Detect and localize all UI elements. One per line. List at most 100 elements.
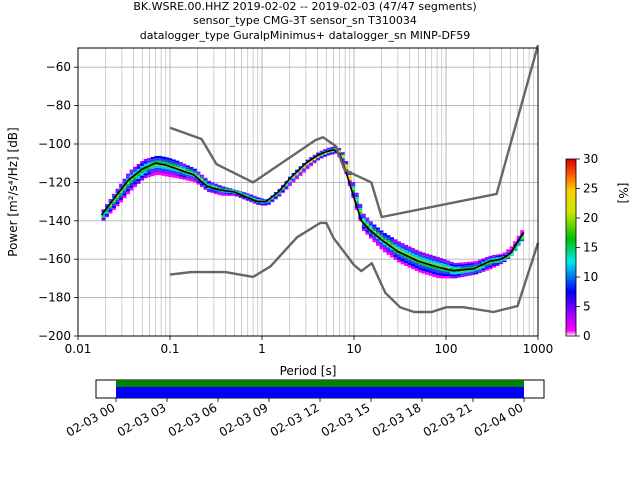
density-cell [414,257,419,261]
density-cell [136,168,141,172]
density-cell [386,250,391,253]
density-cell [175,169,180,172]
density-cell [499,253,504,256]
density-cell [351,188,356,191]
density-cell [460,273,465,276]
density-cell [492,266,496,268]
density-cell [323,153,328,155]
density-cell [242,198,247,200]
density-cell [252,196,257,198]
density-cell [382,247,387,251]
density-cell [404,258,409,261]
density-cell [175,160,180,163]
density-cell [442,268,447,272]
density-cell [133,166,138,170]
density-cell [442,264,447,267]
density-cell [252,195,257,197]
density-cell [446,267,451,270]
density-cell [245,194,250,196]
density-cell [400,259,405,262]
density-cell [516,235,521,238]
density-cell [470,264,475,267]
density-cell [446,262,451,266]
density-cell [185,167,190,170]
density-cell [326,151,331,153]
density-cell [133,169,138,172]
density-cell [192,170,197,173]
density-cell [421,252,426,256]
density-cell [164,159,169,163]
x-tick-label: 0.1 [160,342,179,356]
density-cell [133,176,138,180]
density-cell [467,272,472,274]
density-cell [333,151,338,153]
density-cell [168,162,173,166]
density-cell [453,274,458,277]
density-cell [474,262,479,265]
density-cell [393,239,398,242]
density-cell [411,256,416,259]
density-cell [263,202,268,204]
density-cell [516,242,521,244]
density-cell [228,192,233,194]
density-cell [168,174,173,178]
density-cell [266,200,271,202]
density-cell [407,259,412,263]
density-cell [105,215,109,218]
density-cell [203,182,208,184]
density-cell [414,252,419,256]
y-tick-label: −200 [38,329,71,343]
density-cell [196,176,201,179]
density-cell [428,270,433,274]
density-cell [467,270,472,273]
density-cell [478,266,482,268]
density-cell [305,163,310,165]
density-cell [210,183,215,185]
density-cell [252,201,257,203]
density-cell [175,171,180,174]
density-cell [397,254,401,258]
density-cell [214,183,219,185]
y-axis-ticks: −60 −80 −100 −120 −140 −160 −180 −200 [38,60,78,343]
density-cell [235,194,240,196]
density-cell [319,156,324,158]
density-cell [266,203,271,205]
density-cell [337,148,342,150]
density-cell [171,173,176,176]
density-cell [474,269,479,271]
density-cell [502,260,507,262]
density-cell [428,267,433,271]
density-cell [449,265,454,269]
density-cell [418,254,423,257]
density-cell [319,155,324,157]
density-cell [291,179,296,181]
density-cell [333,152,338,154]
density-cell [340,153,345,155]
density-cell [375,234,380,237]
density-cell [372,226,377,230]
density-cell [207,184,211,187]
density-cell [273,195,278,197]
density-cell [119,190,123,193]
density-cell [112,207,116,210]
y-tick-label: −160 [38,252,71,266]
density-cell [164,171,169,175]
density-cell [499,256,504,258]
density-cell [404,255,409,259]
density-cell [386,245,391,248]
density-cell [390,247,394,250]
density-cell [502,253,507,255]
density-cell [298,174,303,176]
density-cell [140,163,145,166]
density-cell [221,186,226,188]
density-cell [154,172,159,176]
density-cell [414,255,419,258]
density-cell [499,262,504,265]
density-cell [382,245,387,248]
density-cell [492,254,496,257]
density-cell [323,154,328,156]
density-cell [414,268,419,271]
density-cell [157,165,162,168]
density-cell [185,169,190,172]
density-cell [273,192,278,194]
